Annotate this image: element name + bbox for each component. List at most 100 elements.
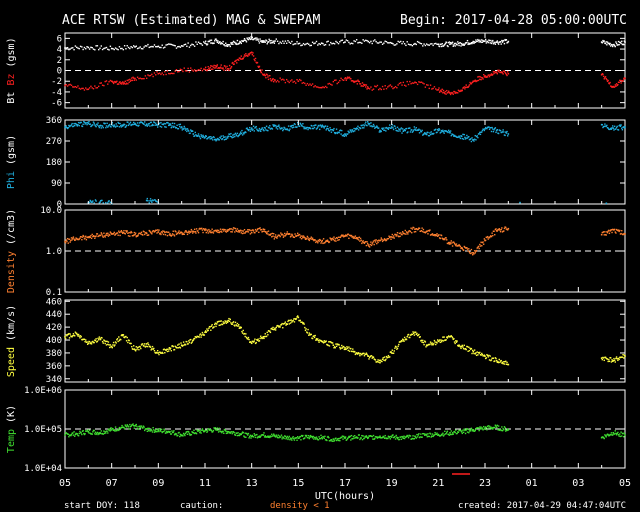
data-point	[137, 428, 139, 430]
data-point	[236, 322, 239, 325]
data-point	[250, 127, 253, 129]
data-point	[415, 127, 417, 129]
data-point	[623, 127, 626, 129]
data-point	[160, 430, 162, 433]
data-point	[254, 342, 257, 345]
data-point	[117, 121, 119, 124]
data-point	[86, 121, 89, 124]
data-point	[73, 48, 75, 51]
data-point	[87, 342, 90, 345]
data-point	[395, 346, 397, 348]
data-point	[472, 350, 475, 353]
data-point	[358, 353, 360, 355]
data-point	[76, 333, 79, 336]
data-point	[308, 238, 310, 241]
data-point	[302, 235, 305, 237]
data-point	[100, 82, 102, 84]
data-point	[273, 238, 276, 240]
series-speed	[64, 315, 626, 366]
data-point	[368, 122, 371, 125]
data-point	[284, 232, 286, 235]
data-point	[168, 430, 170, 433]
data-point	[106, 430, 108, 432]
data-point	[396, 347, 399, 349]
data-point	[148, 75, 150, 77]
data-point	[333, 131, 336, 134]
data-point	[416, 433, 418, 436]
data-point	[604, 76, 606, 79]
data-point	[261, 69, 263, 71]
data-point	[414, 228, 416, 231]
data-point	[250, 341, 252, 344]
data-point	[623, 432, 626, 434]
data-point	[366, 86, 369, 88]
data-point	[485, 76, 487, 78]
data-point	[180, 344, 183, 346]
data-point	[244, 232, 246, 234]
data-point	[328, 130, 331, 132]
data-point	[83, 238, 86, 240]
data-point	[245, 131, 247, 134]
data-point	[217, 231, 219, 234]
data-point	[258, 130, 260, 132]
data-point	[451, 242, 453, 244]
data-point	[247, 338, 249, 340]
data-point	[217, 429, 219, 431]
data-point	[225, 322, 228, 324]
data-point	[372, 240, 375, 242]
data-point	[210, 230, 212, 232]
data-point	[343, 435, 345, 438]
data-point	[494, 426, 496, 429]
data-point	[166, 43, 169, 46]
data-point	[319, 239, 322, 241]
data-point	[241, 330, 243, 333]
data-point	[606, 41, 609, 43]
data-point	[153, 230, 155, 232]
data-point	[126, 230, 128, 232]
data-point	[604, 231, 606, 233]
data-point	[363, 125, 366, 127]
data-point	[92, 121, 95, 123]
data-point	[108, 429, 110, 432]
data-point	[228, 317, 230, 320]
data-point	[184, 43, 187, 46]
data-point	[366, 124, 368, 127]
data-point	[442, 435, 445, 437]
data-point	[249, 435, 251, 438]
data-point	[481, 129, 484, 132]
data-point	[215, 229, 217, 232]
data-point	[187, 343, 189, 345]
data-point	[357, 352, 360, 354]
data-point	[195, 232, 197, 234]
data-point	[256, 230, 258, 232]
data-point	[347, 437, 349, 439]
data-point	[474, 41, 476, 44]
data-point	[366, 241, 368, 243]
data-point	[459, 42, 462, 44]
data-point	[247, 432, 250, 435]
data-point	[350, 439, 352, 441]
data-point	[406, 335, 408, 338]
data-point	[178, 70, 180, 73]
data-point	[413, 126, 416, 128]
data-point	[498, 228, 500, 230]
data-point	[254, 232, 256, 234]
data-point	[325, 340, 327, 342]
data-point	[424, 232, 427, 234]
data-point	[201, 334, 203, 336]
data-point	[204, 40, 207, 42]
data-point	[105, 344, 108, 346]
data-point	[490, 235, 493, 238]
data-point	[324, 43, 327, 46]
data-point	[75, 86, 78, 89]
data-point	[396, 234, 398, 236]
data-point	[328, 82, 331, 85]
data-point	[303, 127, 305, 130]
data-point	[147, 74, 149, 76]
data-point	[451, 335, 453, 338]
data-point	[448, 129, 450, 132]
data-point	[322, 86, 324, 88]
data-point	[460, 430, 462, 432]
data-point	[478, 247, 480, 250]
data-point	[212, 68, 214, 70]
